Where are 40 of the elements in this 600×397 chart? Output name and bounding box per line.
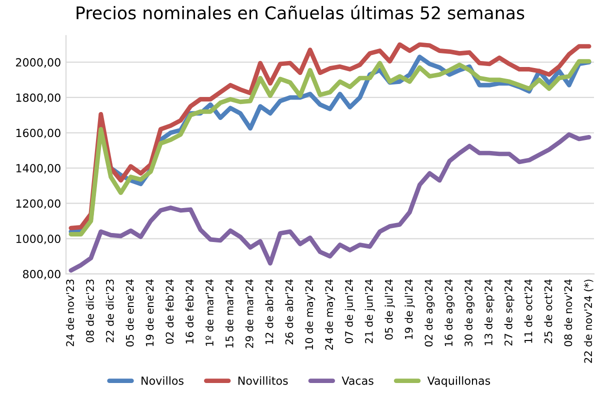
x-tick-label: 27 de sep'24	[504, 279, 514, 346]
x-tick-label: 12 de abr'24	[265, 279, 274, 344]
x-tick-label: 22 de nov'24 (*)	[584, 280, 594, 363]
x-tick-label: 19 de ene'24	[146, 279, 154, 346]
x-tick-label: 1º de mar'24	[205, 279, 214, 346]
x-tick-label: 22 de dic'23	[106, 280, 114, 342]
x-tick-label: 16 de feb'24	[185, 279, 194, 344]
legend-label: Novillitos	[238, 376, 288, 385]
x-tick-label: 05 de ene'24	[126, 279, 134, 347]
x-tick-label: 02 de ago'24	[424, 279, 435, 346]
x-tick-label: 19 de jul'24	[404, 279, 415, 340]
x-tick-label: 08 de nov'24	[564, 279, 572, 346]
y-tick-label: 1200,00	[16, 199, 60, 209]
y-tick-label: 1600,00	[16, 128, 60, 138]
legend-label: Novillos	[142, 376, 184, 385]
x-tick-label: 02 de feb'24	[166, 279, 174, 344]
x-tick-label: 13 de sep'24	[484, 279, 494, 346]
x-tick-label: 08 de dic'23	[86, 280, 94, 342]
x-tick-label: 05 de jul'24	[384, 279, 395, 340]
x-tick-label: 15 de mar'24	[225, 279, 234, 348]
x-tick-label: 21 de jun'24	[364, 279, 375, 344]
x-tick-label: 24 de may'24	[324, 279, 336, 350]
x-tick-label: 30 de ago'24	[464, 279, 475, 346]
chart-title: Precios nominales en Cañuelas últimas 52 semanas	[76, 5, 524, 20]
y-tick-label: 1000,00	[16, 234, 60, 244]
legend-label: Vaquillonas	[427, 376, 490, 387]
y-tick-label: 2000,00	[16, 58, 60, 68]
x-tick-label: 25 de oct'24	[544, 279, 552, 344]
x-tick-label: 26 de abr'24	[285, 279, 294, 344]
y-tick-label: 1400,00	[16, 164, 60, 174]
x-tick-label: 07 de jun'24	[344, 279, 355, 344]
x-tick-label: 11 de oct'24	[524, 279, 532, 343]
legend-label: Vacas	[342, 376, 374, 385]
x-tick-label: 24 de nov'23	[66, 280, 74, 346]
x-tick-label: 29 de mar'24	[245, 279, 254, 348]
x-tick-label: 16 de ago'24	[444, 279, 455, 346]
line-series	[68, 132, 592, 273]
y-tick-label: 800,00	[23, 270, 60, 280]
x-tick-label: 10 de may'24	[305, 279, 316, 350]
y-tick-label: 1800,00	[16, 93, 60, 103]
